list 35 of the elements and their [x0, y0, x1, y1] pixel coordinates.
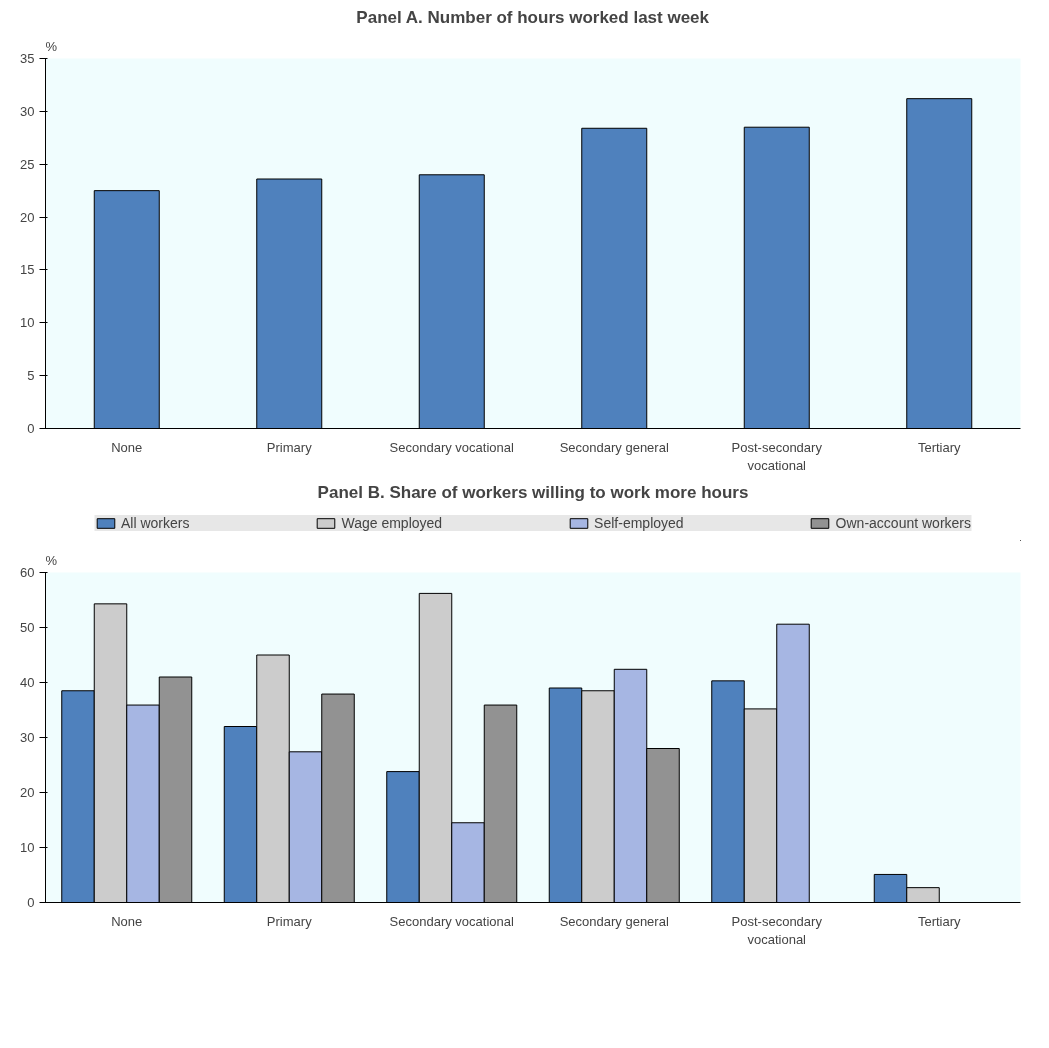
legend-label: Wage employed	[341, 515, 443, 531]
x-tick-label: None	[111, 913, 143, 929]
x-tick-label: Primary	[266, 439, 313, 455]
y-tick-label: 60	[20, 565, 35, 580]
x-tick-label: None	[111, 439, 143, 455]
y-tick-label: 30	[20, 730, 35, 745]
x-tick-label: Post-secondary vocational	[731, 439, 823, 473]
x-tick-label: Secondary vocational	[389, 913, 515, 929]
y-tick-label: 0	[27, 421, 35, 436]
y-tick-label: 30	[20, 103, 35, 119]
y-tick-label: 20	[20, 209, 35, 225]
x-tick-label: Tertiary	[917, 439, 962, 455]
chart-title: Panel B. Share of workers willing to work more hours	[317, 482, 749, 502]
y-tick-label: 40	[20, 675, 35, 690]
y-tick-label: 20	[20, 785, 35, 800]
x-tick-label: Post-secondary vocational	[731, 913, 823, 947]
legend-label: All workers	[120, 515, 190, 531]
y-tick-label: 15	[20, 262, 35, 278]
x-tick-label: Secondary general	[559, 913, 669, 929]
y-tick-label: 35	[20, 51, 35, 66]
legend-label: Self-employed	[594, 515, 684, 531]
y-tick-label: 0	[27, 895, 35, 910]
x-tick-label: Secondary vocational	[389, 439, 515, 455]
y-axis-title: %	[45, 38, 58, 54]
y-tick-label: 25	[20, 156, 35, 172]
y-tick-label: 10	[20, 315, 35, 331]
chart-title: Panel A. Number of hours worked last week	[356, 7, 710, 27]
x-tick-label: Secondary general	[559, 439, 669, 455]
x-tick-label: Tertiary	[917, 913, 962, 929]
y-axis-title: %	[45, 552, 58, 568]
x-tick-label: Primary	[266, 913, 313, 929]
y-tick-label: 10	[20, 840, 35, 855]
legend-label: Own-account workers	[835, 515, 972, 531]
y-tick-label: 50	[20, 620, 35, 635]
y-tick-label: 5	[27, 368, 35, 384]
